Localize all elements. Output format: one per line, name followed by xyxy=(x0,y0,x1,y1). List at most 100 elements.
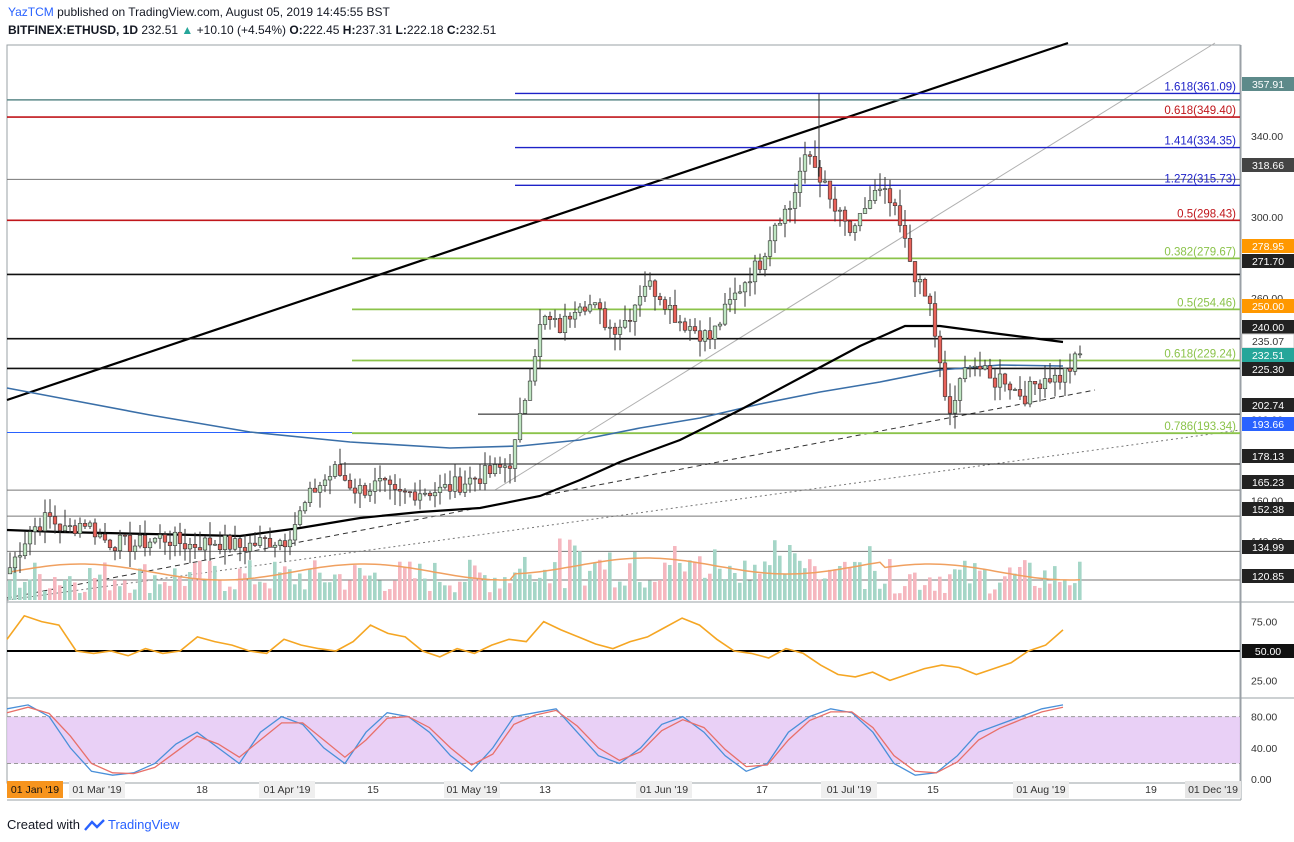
candle xyxy=(412,482,418,506)
candle-body xyxy=(1067,368,1073,372)
volume-bar xyxy=(98,574,102,600)
candle-body xyxy=(62,525,68,531)
candle-body xyxy=(552,318,558,320)
candle-body xyxy=(817,167,823,183)
volume-bar xyxy=(593,562,597,600)
candle-body xyxy=(177,531,183,544)
fib-level-label: 1.272(315.73) xyxy=(1164,173,1236,185)
candle xyxy=(932,291,938,348)
dashed-support-line xyxy=(6,389,1096,599)
candle-body xyxy=(842,209,848,222)
candle xyxy=(382,476,388,492)
candle xyxy=(722,292,728,327)
candle xyxy=(467,466,473,493)
candle-body xyxy=(132,545,138,552)
volume-bar xyxy=(723,579,727,600)
candle-body xyxy=(642,285,648,297)
candle xyxy=(867,186,873,210)
candle-body xyxy=(547,315,553,320)
candle xyxy=(177,522,183,556)
volume-bar xyxy=(458,581,462,600)
candle-body xyxy=(807,154,813,157)
volume-bar xyxy=(888,559,892,600)
volume-bar xyxy=(718,568,722,600)
candle-body xyxy=(162,534,168,543)
candle xyxy=(977,351,983,377)
volume-bar xyxy=(978,570,982,600)
candle-body xyxy=(717,323,723,327)
volume-bar xyxy=(158,584,162,600)
author-name[interactable]: YazTCM xyxy=(8,5,54,19)
stoch-d-line xyxy=(6,706,1064,775)
candle-body xyxy=(752,260,758,283)
volume-bar xyxy=(293,584,297,600)
candle xyxy=(152,537,158,545)
candle-body xyxy=(87,522,93,527)
volume-bar xyxy=(1063,580,1067,600)
time-tick-label: 01 Aug '19 xyxy=(1016,784,1065,796)
volume-bar xyxy=(253,584,257,600)
candle-body xyxy=(707,330,713,340)
candle xyxy=(202,536,208,561)
stoch-k-line xyxy=(6,704,1064,776)
candle-body xyxy=(722,303,728,325)
volume-bar xyxy=(998,582,1002,600)
candle xyxy=(817,160,823,198)
volume-bar xyxy=(173,568,177,600)
volume-bar xyxy=(893,593,897,600)
volume-bar xyxy=(773,540,777,600)
candle xyxy=(787,200,793,223)
candle-body xyxy=(512,439,518,469)
price-tag-label: 193.66 xyxy=(1252,419,1284,431)
candle xyxy=(892,198,898,216)
candle-body xyxy=(597,302,603,309)
candle-body xyxy=(1072,353,1078,372)
rsi-tick-label: 25.00 xyxy=(1251,675,1277,687)
candle xyxy=(1042,365,1048,398)
candle xyxy=(682,317,688,333)
candle xyxy=(1007,381,1013,400)
candle xyxy=(522,398,528,414)
volume-bar xyxy=(923,585,927,600)
candle xyxy=(487,455,493,478)
candle-body xyxy=(257,537,263,546)
candle-body xyxy=(487,465,493,474)
volume-bar xyxy=(513,572,517,600)
tradingview-brand[interactable]: TradingView xyxy=(107,817,180,832)
volume-bar xyxy=(523,556,527,600)
volume-bar xyxy=(573,545,577,600)
volume-bar xyxy=(423,578,427,600)
candle-body xyxy=(572,311,578,320)
volume-bar xyxy=(833,569,837,600)
volume-bar xyxy=(343,589,347,600)
candle xyxy=(42,499,48,544)
ascending-trendline xyxy=(6,41,1069,402)
volume-bar xyxy=(443,585,447,600)
candle-body xyxy=(837,209,843,212)
candle-body xyxy=(952,400,958,414)
candle-body xyxy=(102,533,108,541)
candle-body xyxy=(832,198,838,212)
candle xyxy=(697,320,703,357)
volume-bar xyxy=(223,590,227,600)
volume-bar xyxy=(358,567,362,600)
stoch-tick-label: 0.00 xyxy=(1251,774,1272,786)
candle xyxy=(627,308,633,333)
candle xyxy=(1032,381,1038,395)
time-tick-label: 15 xyxy=(927,784,939,796)
candle-body xyxy=(67,525,73,527)
volume-bar xyxy=(23,581,27,600)
price-tag xyxy=(1242,449,1294,463)
candle-body xyxy=(437,486,443,493)
candle-body xyxy=(77,523,83,534)
candle xyxy=(497,456,503,475)
volume-bar xyxy=(468,559,472,600)
volume-bar xyxy=(73,582,77,600)
price-tag-label: 271.70 xyxy=(1252,256,1284,268)
volume-bar xyxy=(368,575,372,600)
fib-level-label: 0.5(298.43) xyxy=(1177,208,1236,220)
candle-body xyxy=(682,321,688,331)
close-label: C: xyxy=(446,23,460,37)
candle xyxy=(762,252,768,277)
